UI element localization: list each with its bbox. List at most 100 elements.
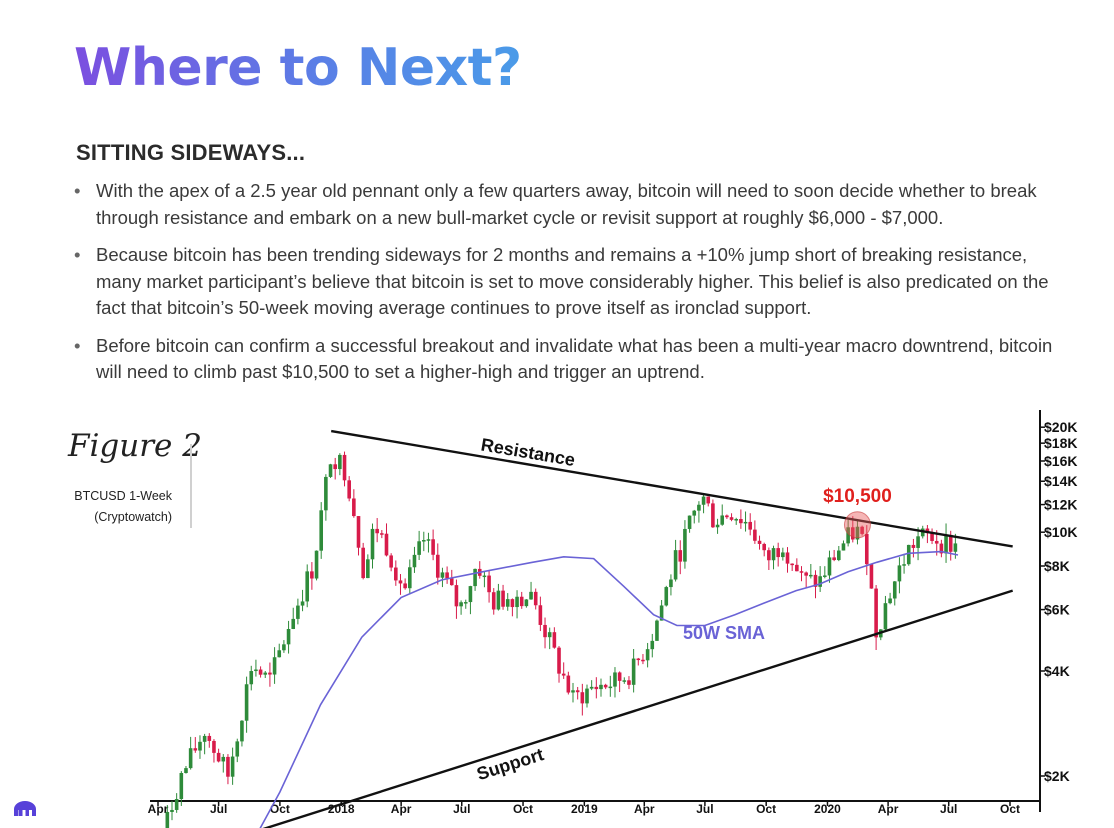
- candle-body: [543, 624, 547, 638]
- candle-body: [715, 524, 720, 528]
- bullet-list: • With the apex of a 2.5 year old pennant…: [74, 178, 1064, 397]
- candle-body: [594, 686, 599, 690]
- candle: [179, 771, 184, 806]
- candle-body: [552, 632, 557, 648]
- candle: [902, 553, 906, 574]
- candle: [347, 476, 351, 502]
- candle-body: [706, 496, 711, 504]
- figure-source-provider: (Cryptowatch): [94, 510, 172, 524]
- candle-body: [529, 591, 533, 600]
- candle-body: [519, 596, 524, 607]
- candle-body: [505, 599, 510, 607]
- candle-body: [575, 690, 580, 693]
- candle: [837, 545, 841, 562]
- candle: [655, 619, 659, 641]
- kraken-logo-icon: [14, 801, 36, 816]
- candle-body: [291, 618, 296, 629]
- candle: [370, 523, 375, 569]
- candle: [398, 574, 403, 595]
- candle: [697, 501, 701, 523]
- candle: [664, 585, 669, 607]
- candle-body: [697, 504, 701, 511]
- y-tick-label: $6K: [1044, 602, 1070, 618]
- candle-body: [687, 515, 692, 529]
- x-tick-label: Apr: [878, 802, 899, 816]
- candle: [408, 559, 412, 595]
- candle-body: [599, 684, 603, 690]
- candle: [781, 547, 785, 561]
- candle-body: [380, 533, 384, 535]
- candle: [916, 527, 920, 561]
- candle: [906, 544, 911, 566]
- candle: [888, 592, 892, 605]
- candle: [743, 511, 748, 532]
- candle: [333, 457, 337, 480]
- candle: [799, 566, 804, 582]
- candle-body: [804, 572, 808, 576]
- candle-body: [538, 605, 543, 625]
- candle: [240, 720, 244, 747]
- candle: [580, 683, 585, 716]
- candle: [809, 564, 813, 579]
- candle: [636, 657, 641, 666]
- candle-body: [468, 586, 473, 603]
- candle: [417, 530, 421, 560]
- candle: [342, 451, 347, 487]
- candle: [254, 659, 258, 677]
- bullet-item: • With the apex of a 2.5 year old pennant…: [74, 178, 1064, 231]
- candle: [594, 677, 599, 699]
- candle: [930, 528, 934, 545]
- candle: [869, 564, 874, 589]
- candle-body: [198, 741, 202, 751]
- candle-body: [417, 541, 421, 555]
- candle-body: [641, 659, 645, 662]
- support-trendline: [262, 589, 1014, 828]
- candle-body: [319, 510, 324, 551]
- candle: [193, 737, 198, 753]
- candle-body: [179, 773, 184, 800]
- candle: [883, 595, 888, 631]
- candle: [202, 733, 207, 755]
- candle-body: [487, 575, 491, 593]
- candle-body: [184, 768, 188, 774]
- candle: [468, 585, 473, 615]
- candle-body: [263, 672, 268, 675]
- candle: [874, 585, 878, 650]
- candle-body: [762, 543, 766, 551]
- candle: [795, 558, 799, 572]
- candle: [258, 666, 263, 678]
- candle: [165, 805, 170, 828]
- candle: [491, 588, 496, 615]
- candle: [739, 509, 743, 529]
- candle: [790, 563, 794, 571]
- candle: [687, 515, 692, 533]
- candle: [314, 550, 319, 581]
- x-tick-label: Oct: [756, 802, 776, 816]
- candle: [575, 686, 580, 700]
- candle-body: [491, 592, 496, 610]
- y-tick-label: $20K: [1044, 419, 1077, 435]
- candle-body: [622, 680, 627, 682]
- candle: [310, 562, 314, 590]
- x-tick-label: Oct: [270, 802, 290, 816]
- candle-body: [627, 680, 631, 685]
- candle: [543, 617, 547, 649]
- candle: [431, 529, 435, 561]
- bullet-marker: •: [74, 180, 81, 201]
- candle: [645, 642, 650, 668]
- candle: [767, 547, 771, 571]
- candle: [356, 516, 361, 556]
- candle-body: [314, 550, 319, 579]
- candle-body: [496, 590, 501, 610]
- candle-body: [412, 554, 417, 568]
- candle-body: [585, 688, 589, 704]
- candle-body: [743, 521, 748, 524]
- candle: [589, 680, 594, 691]
- candle: [617, 671, 622, 693]
- candle: [230, 747, 235, 785]
- candle: [291, 607, 296, 630]
- candle-body: [589, 686, 594, 689]
- candle-body: [781, 552, 785, 558]
- candle-body: [272, 657, 277, 675]
- candle-body: [165, 811, 170, 828]
